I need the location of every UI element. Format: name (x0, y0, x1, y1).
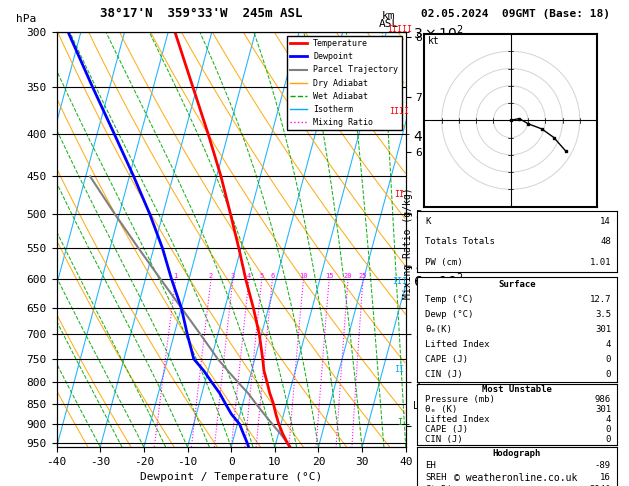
Text: CIN (J): CIN (J) (425, 435, 463, 444)
Text: -89: -89 (595, 461, 611, 470)
Text: 02.05.2024  09GMT (Base: 18): 02.05.2024 09GMT (Base: 18) (421, 9, 610, 19)
Text: II: II (394, 190, 404, 199)
Text: StmDir: StmDir (425, 485, 457, 486)
Text: 294°: 294° (589, 485, 611, 486)
Text: SREH: SREH (425, 473, 447, 482)
Text: 4: 4 (606, 340, 611, 348)
Text: CAPE (J): CAPE (J) (425, 355, 468, 364)
Text: 4: 4 (606, 415, 611, 424)
Text: II: II (394, 365, 404, 374)
Text: Most Unstable: Most Unstable (482, 384, 552, 394)
Text: 2: 2 (209, 273, 213, 279)
Text: 5: 5 (260, 273, 264, 279)
Text: Lifted Index: Lifted Index (425, 340, 489, 348)
Text: Surface: Surface (498, 280, 536, 289)
Text: 0: 0 (606, 355, 611, 364)
Legend: Temperature, Dewpoint, Parcel Trajectory, Dry Adiabat, Wet Adiabat, Isotherm, Mi: Temperature, Dewpoint, Parcel Trajectory… (287, 36, 401, 130)
Text: 1.01: 1.01 (589, 258, 611, 266)
Text: K: K (425, 217, 430, 226)
Text: 48: 48 (600, 237, 611, 246)
Text: θₑ(K): θₑ(K) (425, 325, 452, 334)
Text: 12.7: 12.7 (589, 295, 611, 304)
Text: 0: 0 (606, 369, 611, 379)
Text: IIII: IIII (389, 107, 409, 116)
Text: Dewp (°C): Dewp (°C) (425, 310, 474, 319)
Text: 14: 14 (600, 217, 611, 226)
Text: 1: 1 (174, 273, 178, 279)
Text: 10: 10 (299, 273, 308, 279)
Text: 986: 986 (595, 395, 611, 404)
Text: 16: 16 (600, 473, 611, 482)
Text: III: III (392, 278, 407, 286)
Text: Hodograph: Hodograph (493, 449, 541, 458)
Text: hPa: hPa (16, 14, 36, 24)
Text: CIN (J): CIN (J) (425, 369, 463, 379)
Text: Pressure (mb): Pressure (mb) (425, 395, 495, 404)
Text: Temp (°C): Temp (°C) (425, 295, 474, 304)
Text: kt: kt (428, 36, 440, 46)
Text: 0: 0 (606, 425, 611, 434)
Text: 3.5: 3.5 (595, 310, 611, 319)
Text: LCL: LCL (413, 401, 430, 411)
Text: I: I (397, 418, 402, 427)
Text: 0: 0 (606, 435, 611, 444)
Text: ASL: ASL (379, 19, 399, 29)
Text: 301: 301 (595, 325, 611, 334)
Text: Lifted Index: Lifted Index (425, 415, 489, 424)
Text: Mixing Ratio (g/kg): Mixing Ratio (g/kg) (403, 187, 413, 299)
Text: EH: EH (425, 461, 436, 470)
Text: θₑ (K): θₑ (K) (425, 405, 457, 414)
Text: IIIII: IIIII (387, 25, 412, 34)
Text: 20: 20 (344, 273, 352, 279)
Text: 25: 25 (359, 273, 367, 279)
Text: 301: 301 (595, 405, 611, 414)
Text: 4: 4 (247, 273, 251, 279)
Text: km: km (382, 12, 396, 21)
Text: CAPE (J): CAPE (J) (425, 425, 468, 434)
Text: 38°17'N  359°33'W  245m ASL: 38°17'N 359°33'W 245m ASL (100, 7, 303, 20)
Text: PW (cm): PW (cm) (425, 258, 463, 266)
Text: 15: 15 (325, 273, 333, 279)
Text: 6: 6 (270, 273, 275, 279)
X-axis label: Dewpoint / Temperature (°C): Dewpoint / Temperature (°C) (140, 472, 322, 483)
Text: Totals Totals: Totals Totals (425, 237, 495, 246)
Text: © weatheronline.co.uk: © weatheronline.co.uk (454, 473, 577, 483)
Text: 3: 3 (231, 273, 235, 279)
